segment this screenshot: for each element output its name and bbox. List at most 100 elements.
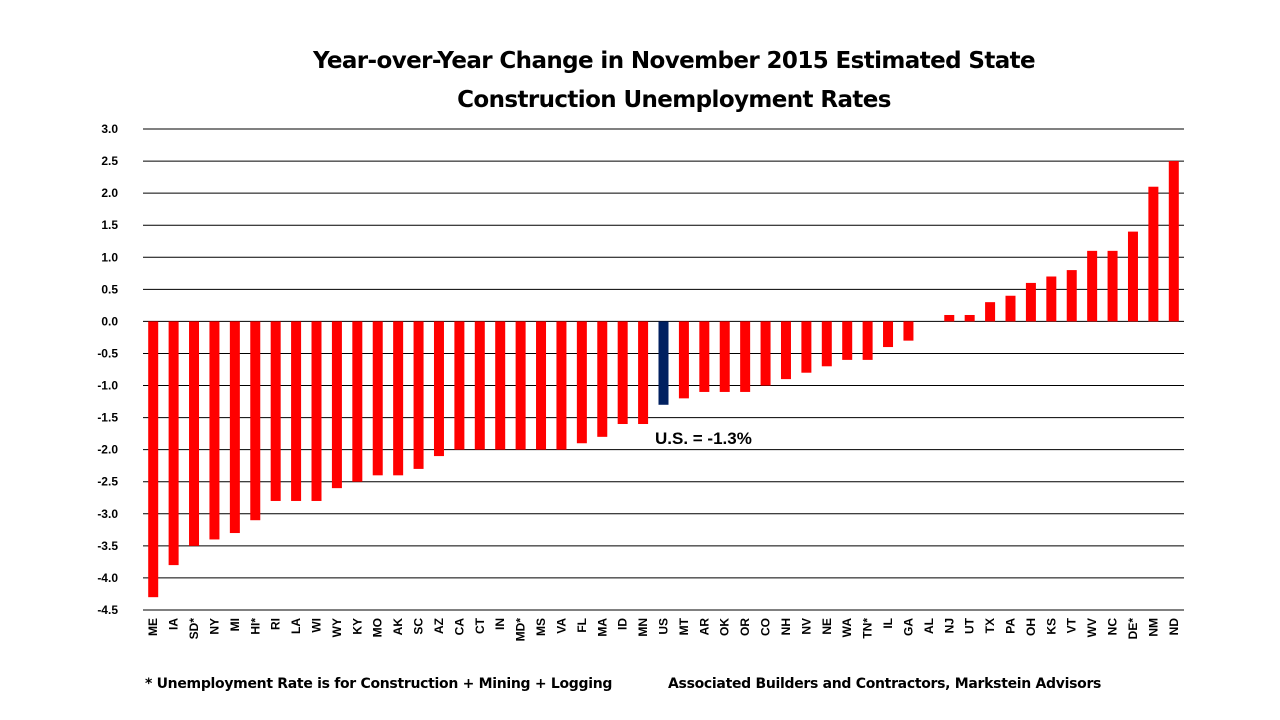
x-tick-label: RI <box>269 618 283 630</box>
x-tick-label: KY <box>350 618 364 635</box>
x-tick-label: OK <box>718 618 732 636</box>
x-tick-label: GA <box>901 618 915 636</box>
y-tick-label: 0.5 <box>101 282 118 296</box>
bar-ks <box>1046 276 1057 322</box>
bar-fl <box>576 321 587 444</box>
x-axis-labels: ME IA SD* NY MI HI* RI LA WI WY KY MO AK SC AZ CA CT IN MD… <box>146 617 1181 641</box>
bar-nh <box>780 321 791 380</box>
x-tick-label: CA <box>452 618 466 636</box>
x-tick-label: ND <box>1167 618 1181 636</box>
bar-ma <box>597 321 608 437</box>
bar-tn <box>862 321 873 360</box>
x-tick-label: UT <box>963 617 977 634</box>
bar-me <box>148 321 159 598</box>
y-tick-label: -4.0 <box>97 571 118 585</box>
bar-ok <box>719 321 730 392</box>
x-tick-label: CT <box>473 617 487 634</box>
x-tick-label: IN <box>493 618 507 630</box>
bar-ga <box>903 321 914 341</box>
x-tick-label: IA <box>167 618 181 630</box>
x-tick-label: AR <box>697 618 711 636</box>
bar-in <box>495 321 506 450</box>
y-tick-label: 0.0 <box>101 314 118 328</box>
chart-title-line-2: Construction Unemployment Rates <box>457 87 891 113</box>
y-tick-label: -2.5 <box>97 475 118 489</box>
x-tick-label: ME <box>146 618 160 636</box>
x-tick-label: OR <box>738 618 752 636</box>
x-tick-label: US <box>657 618 671 635</box>
bar-ct <box>474 321 485 450</box>
x-tick-label: WV <box>1085 618 1099 637</box>
bar-va <box>556 321 567 450</box>
x-tick-label: SC <box>412 618 426 635</box>
x-tick-label: FL <box>575 618 589 633</box>
x-tick-label: AL <box>922 618 936 634</box>
y-tick-label: 1.5 <box>101 218 118 232</box>
bar-id <box>617 321 628 425</box>
bar-pa <box>1005 295 1016 322</box>
x-tick-label: TX <box>983 618 997 633</box>
bar-ne <box>821 321 832 367</box>
bar-az <box>433 321 444 457</box>
bar-ri <box>270 321 281 501</box>
x-tick-label: KS <box>1044 618 1058 635</box>
x-tick-label: NH <box>779 618 793 635</box>
x-tick-label: NM <box>1146 618 1160 637</box>
bar-de <box>1127 231 1138 322</box>
x-tick-label: WI <box>310 618 324 633</box>
bar-ca <box>454 321 465 450</box>
x-tick-label: CO <box>759 618 773 636</box>
footnote: * Unemployment Rate is for Construction … <box>145 676 613 692</box>
x-tick-label: NC <box>1106 618 1120 636</box>
bar-wy <box>331 321 342 489</box>
x-tick-label: LA <box>289 618 303 634</box>
x-tick-label: MI <box>228 618 242 631</box>
bar-la <box>291 321 302 501</box>
bar-ms <box>536 321 547 450</box>
bar-md <box>515 321 526 450</box>
bar-mi <box>229 321 240 534</box>
x-tick-label: HI* <box>248 618 262 635</box>
bar-co <box>760 321 771 386</box>
chart-title: Year-over-Year Change in November 2015 E… <box>274 42 1074 120</box>
x-tick-label: MN <box>636 618 650 637</box>
y-tick-label: 2.5 <box>101 154 118 168</box>
x-tick-label: WY <box>330 618 344 637</box>
x-tick-label: PA <box>1004 618 1018 634</box>
bar-ak <box>393 321 404 476</box>
x-tick-label: MS <box>534 618 548 636</box>
x-tick-label: AK <box>391 618 405 636</box>
x-tick-label: MT <box>677 617 691 635</box>
x-tick-label: OH <box>1024 618 1038 636</box>
bar-ia <box>168 321 179 566</box>
y-axis-labels: 3.0 2.5 2.0 1.5 1.0 0.5 0.0 -0.5 -1.0 -1.5 -2.0 -2.… <box>97 122 118 617</box>
bar-sd <box>189 321 200 546</box>
y-tick-label: -1.0 <box>97 379 118 393</box>
x-tick-label: ID <box>616 618 630 630</box>
bar-wa <box>842 321 853 360</box>
us-annotation: U.S. = -1.3% <box>655 429 752 448</box>
bar-hi <box>250 321 261 521</box>
bar-nd <box>1168 161 1179 322</box>
x-tick-label: VT <box>1065 617 1079 633</box>
y-tick-label: -2.0 <box>97 443 118 457</box>
bar-ky <box>352 321 363 482</box>
y-tick-label: -1.5 <box>97 411 118 425</box>
source-credit: Associated Builders and Contractors, Mar… <box>668 676 1102 692</box>
y-tick-label: 2.0 <box>101 186 118 200</box>
bar-mt <box>678 321 689 399</box>
x-tick-label: MD* <box>514 618 528 642</box>
bar-nc <box>1107 250 1118 322</box>
x-tick-label: WA <box>840 618 854 638</box>
y-tick-label: -3.5 <box>97 539 118 553</box>
bar-vt <box>1066 270 1077 322</box>
x-tick-label: NY <box>207 618 221 635</box>
bars <box>148 161 1179 598</box>
x-tick-label: AZ <box>432 618 446 634</box>
bar-mo <box>372 321 383 476</box>
bar-il <box>883 321 894 348</box>
bar-ny <box>209 321 220 540</box>
y-tick-label: -4.5 <box>97 603 118 617</box>
bar-mn <box>638 321 649 425</box>
